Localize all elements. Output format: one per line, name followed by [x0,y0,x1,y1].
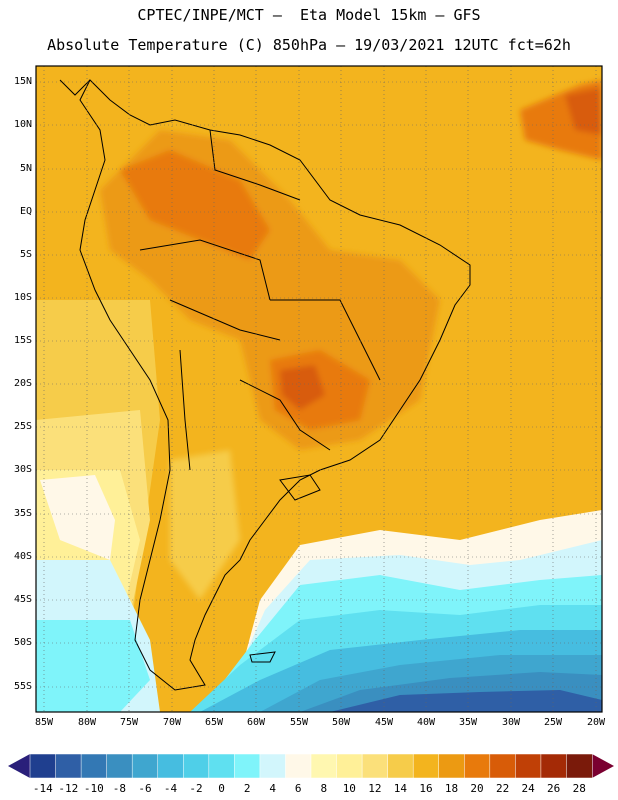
colorbar-swatch [80,753,108,779]
lat-label: 20S [13,378,32,389]
border-paraguay [239,379,331,451]
colorbar-swatch [234,753,261,779]
lon-label: 65W [204,717,224,728]
lat-label: 40S [13,551,32,562]
colorbar-swatch [310,753,338,779]
lon-label: 25W [543,717,563,728]
lat-label: 5N [19,163,32,174]
colorbar-swatch [29,753,57,779]
border-peru-brazil [139,239,271,301]
colorbar-swatch [489,753,516,779]
colorbar-label: 22 [495,782,510,795]
rio-de-la-plata [279,474,321,501]
lon-label: 75W [119,717,139,728]
colorbar-label: 6 [294,782,302,795]
border-brazil-states [270,299,381,381]
colorbar-label: -6 [138,782,152,795]
lat-label: 35S [13,508,32,519]
field-core-20-north [120,150,270,260]
colorbar-label: 28 [572,782,586,795]
colorbar-swatch [387,753,414,779]
lat-label: 25S [13,421,32,432]
continent-outline [79,79,471,691]
colorbar-label: -2 [189,782,203,795]
colorbar-label: -10 [83,782,104,795]
lon-label: 85W [34,717,54,728]
field-core-22 [280,365,325,410]
lon-label: 35W [458,717,478,728]
colorbar-swatch [183,753,210,779]
colorbar-swatch [106,753,133,779]
colorbar-swatch [438,753,465,779]
colorbar-right-arrow [592,754,614,778]
colorbar-label: -14 [32,782,53,795]
colorbar-label: -8 [112,782,127,795]
lat-label: 55S [13,681,32,692]
lat-label: 15N [13,76,32,87]
map-frame [35,65,603,713]
border-venezuela [209,129,301,201]
field-atl-north-22 [565,88,602,135]
colorbar [8,753,614,779]
lat-label: 10S [13,292,32,303]
colorbar-swatch [361,753,389,779]
map-title-line2: Absolute Temperature (C) 850hPa – 19/03/… [47,36,571,54]
colorbar-swatch [336,753,363,779]
colorbar-label: 24 [521,782,535,795]
border-chile-argentina [179,349,191,471]
colorbar-label: -4 [163,782,178,795]
colorbar-label: 12 [368,782,382,795]
colorbar-swatch [515,753,542,779]
lon-label: 40W [416,717,436,728]
colorbar-swatch [540,753,568,779]
colorbar-swatch [55,753,82,779]
colorbar-swatch [464,753,491,779]
lat-label: EQ [19,206,32,217]
colorbar-label: 2 [243,782,251,795]
colorbar-label: 0 [218,782,225,795]
central-america-outline [59,79,91,96]
lon-label: 70W [162,717,182,728]
lon-label: 20W [586,717,606,728]
colorbar-label: 20 [470,782,484,795]
falklands-outline [249,651,276,663]
field-atl-m12 [330,690,602,712]
field-andes-16 [170,450,240,600]
lon-label: 80W [77,717,97,728]
colorbar-label: 16 [419,782,433,795]
lon-label: 45W [374,717,394,728]
lat-label: 45S [13,594,32,605]
coastlines [59,79,471,691]
colorbar-label: 18 [444,782,459,795]
lon-label: 30W [501,717,521,728]
lat-label: 15S [13,335,32,346]
lon-label: 55W [289,717,309,728]
border-bolivia [169,299,281,341]
colorbar-label: 26 [547,782,561,795]
colorbar-swatch [566,753,593,779]
field-pacific-8 [40,475,115,560]
lat-label: 5S [19,249,32,260]
field-south-2 [36,620,150,712]
colorbar-label: 4 [269,782,276,795]
map-title-line1: CPTEC/INPE/MCT – Eta Model 15km – GFS [137,6,481,24]
colorbar-label: 14 [393,782,408,795]
colorbar-label: 8 [320,782,328,795]
lat-label: 50S [13,637,32,648]
colorbar-left-arrow [8,754,30,778]
colorbar-swatch [412,753,440,779]
colorbar-swatch [157,753,184,779]
lon-label: 50W [331,717,351,728]
colorbar-swatch [259,753,287,779]
colorbar-swatch [285,753,312,779]
lon-label: 60W [246,717,266,728]
lat-label: 30S [13,464,32,475]
colorbar-label: 10 [342,782,356,795]
colorbar-swatch [208,753,235,779]
colorbar-label: -12 [58,782,79,795]
colorbar-swatch [131,753,159,779]
lat-label: 10N [13,119,32,130]
